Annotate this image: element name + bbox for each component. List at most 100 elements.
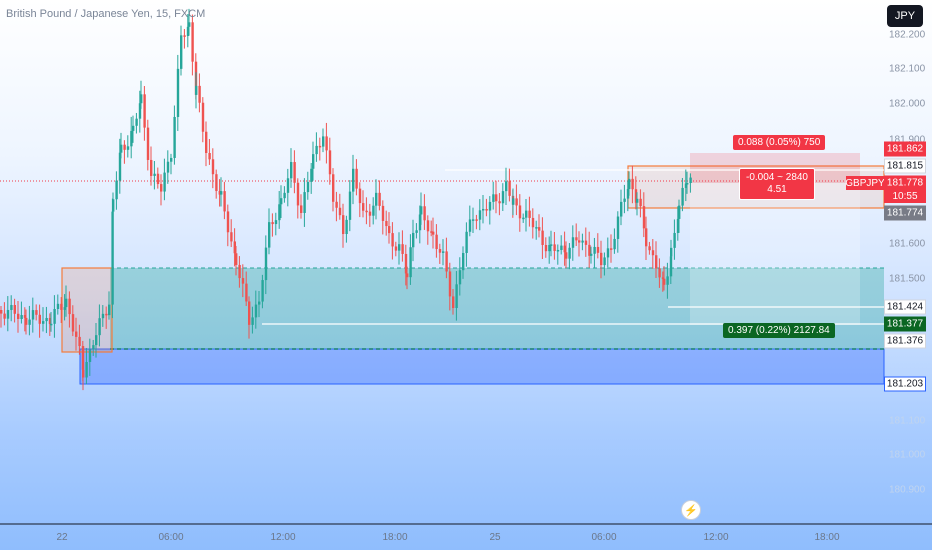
candle-body	[153, 173, 156, 176]
candle-body	[17, 313, 20, 319]
y-tick: 182.200	[889, 29, 926, 41]
candlestick-series[interactable]	[0, 8, 692, 391]
candle-body	[381, 205, 385, 221]
candle-body	[264, 247, 268, 281]
candle-body	[132, 125, 135, 131]
candle-body	[678, 205, 681, 219]
candle-body	[38, 314, 41, 324]
position-info-line1: -0.004 ~ 2840	[746, 172, 808, 183]
price-label-zone-low: 181.203	[884, 376, 926, 392]
candle-body	[108, 304, 111, 316]
candle-body	[550, 244, 553, 246]
position-stop-area[interactable]	[690, 183, 860, 325]
candle-body	[409, 247, 412, 278]
candle-body	[205, 131, 208, 154]
candle-body	[88, 349, 92, 362]
candle-body	[571, 237, 575, 248]
position-target-label[interactable]: 0.088 (0.05%) 750	[733, 135, 826, 150]
candle-body	[508, 181, 511, 196]
candle-body	[404, 253, 408, 274]
candle-body	[283, 192, 286, 199]
candle-body	[568, 247, 571, 259]
candle-body	[358, 188, 362, 204]
price-label-level: 181.424	[884, 299, 926, 315]
candle-body	[56, 303, 60, 309]
candle-body	[593, 246, 596, 254]
candle-body	[420, 206, 423, 215]
candle-body	[342, 215, 345, 235]
candle-body	[68, 298, 71, 315]
candle-body	[348, 191, 352, 220]
candle-body	[195, 85, 198, 95]
candle-body	[666, 276, 669, 285]
candle-body	[684, 183, 688, 188]
candle-body	[135, 118, 138, 126]
candle-body	[412, 232, 415, 248]
lightning-bolt-icon[interactable]: ⚡	[681, 500, 701, 520]
candle-body	[442, 251, 445, 253]
candle-body	[522, 217, 525, 220]
candle-body	[85, 361, 88, 378]
candle-body	[290, 162, 293, 179]
candle-body	[468, 219, 472, 232]
candle-body	[606, 248, 610, 258]
position-stop-label[interactable]: 0.397 (0.22%) 2127.84	[723, 323, 835, 338]
candle-body	[372, 205, 375, 216]
candle-body	[686, 183, 689, 185]
y-tick: 181.100	[889, 415, 926, 427]
candle-body	[95, 335, 98, 346]
position-info-label[interactable]: -0.004 ~ 2840 4.51	[739, 168, 815, 200]
candle-body	[296, 182, 300, 206]
candle-body	[642, 206, 646, 229]
currency-badge[interactable]: JPY	[887, 5, 923, 27]
candle-body	[254, 304, 258, 318]
candle-body	[565, 252, 568, 259]
candle-body	[223, 191, 226, 212]
candle-body	[560, 245, 563, 250]
candle-body	[42, 321, 45, 324]
candle-body	[538, 227, 541, 231]
candle-body	[391, 233, 394, 247]
candle-body	[156, 173, 160, 185]
x-tick: 06:00	[158, 532, 184, 543]
candle-body	[150, 159, 153, 176]
candle-body	[81, 346, 85, 370]
x-tick: 18:00	[382, 532, 408, 543]
candle-body	[495, 194, 498, 202]
candle-body	[130, 130, 133, 147]
x-tick: 25	[489, 532, 501, 543]
candle-body	[505, 181, 508, 192]
x-tick: 18:00	[814, 532, 840, 543]
x-tick: 12:00	[270, 532, 296, 543]
candle-body	[670, 247, 673, 257]
candle-body	[45, 317, 48, 322]
candle-body	[338, 207, 342, 216]
candle-body	[35, 310, 38, 315]
candle-body	[663, 278, 666, 285]
candle-body	[13, 305, 16, 314]
candle-body	[170, 157, 173, 162]
candle-body	[462, 252, 465, 271]
candle-body	[634, 189, 638, 203]
price-label-entry: 181.774	[884, 205, 926, 221]
candle-body	[23, 315, 27, 318]
candle-body	[312, 154, 315, 169]
y-tick: 182.100	[889, 63, 926, 75]
candle-body	[501, 191, 505, 204]
y-tick: 180.900	[889, 484, 926, 496]
candle-body	[233, 241, 236, 254]
demand-zone-blue[interactable]	[79, 348, 885, 385]
candle-body	[603, 257, 606, 266]
candle-body	[146, 127, 150, 160]
candle-body	[20, 315, 23, 319]
candle-body	[183, 35, 186, 37]
candle-body	[280, 198, 283, 205]
candle-body	[435, 234, 438, 250]
candle-body	[140, 94, 143, 104]
candle-body	[332, 174, 335, 202]
candle-body	[191, 22, 194, 62]
candle-body	[426, 220, 430, 232]
candle-body	[628, 178, 631, 190]
